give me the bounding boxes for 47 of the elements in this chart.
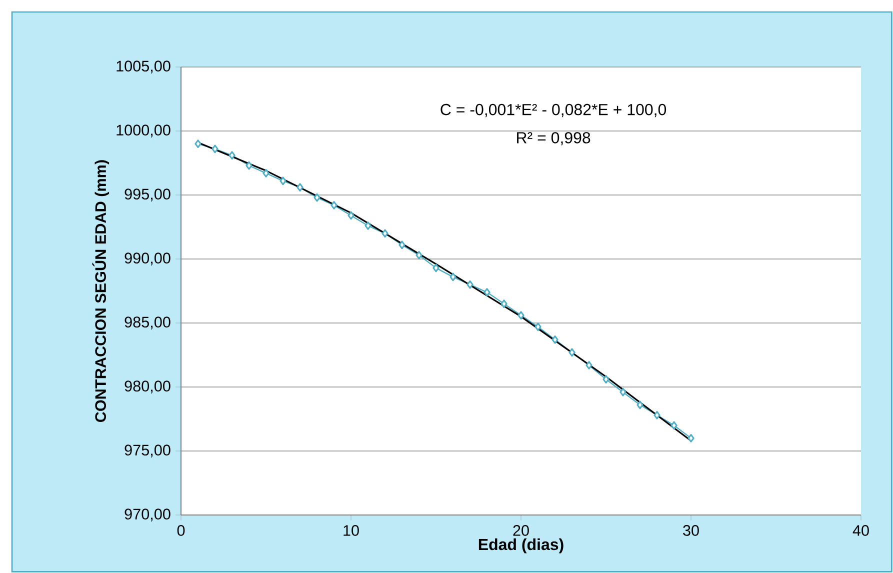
point [654, 410, 660, 420]
x-tick-label: 30 [683, 525, 699, 536]
point [688, 434, 694, 442]
point [296, 183, 304, 192]
y-tick-label: 1000,00 [116, 124, 170, 138]
point [382, 229, 388, 238]
point [262, 169, 270, 178]
point [450, 272, 456, 282]
point [194, 140, 202, 148]
point [348, 211, 354, 220]
x-tick-label: 10 [344, 525, 359, 536]
point [518, 311, 524, 320]
y-tick-label: 980,00 [124, 380, 170, 394]
point [314, 193, 320, 202]
x-tick-label: 20 [513, 525, 529, 536]
point [552, 335, 558, 344]
point [228, 151, 236, 160]
point [534, 322, 542, 332]
point [568, 348, 576, 357]
annotation: R² = 0,998 [517, 132, 590, 146]
point [586, 361, 592, 370]
x-axis-title: Edad (dias) [478, 538, 564, 554]
x-tick-label: 0 [177, 525, 185, 536]
point [636, 400, 644, 410]
point [466, 280, 474, 289]
point [246, 161, 252, 170]
point [432, 264, 440, 272]
y-tick-label: 990,00 [124, 252, 170, 266]
point [364, 222, 372, 230]
y-axis-title: CONTRACCION SEGÚN EDAD (mm) [92, 160, 110, 422]
point [416, 250, 422, 260]
point [330, 201, 338, 210]
point [670, 421, 678, 430]
point [212, 144, 218, 154]
y-tick-label: 975,00 [124, 444, 170, 458]
x-tick-label: 40 [852, 525, 869, 536]
point [484, 288, 490, 296]
y-tick-label: 1005,00 [116, 60, 170, 74]
y-tick-label: 985,00 [124, 316, 170, 330]
point [620, 388, 626, 396]
y-tick-label: 995,00 [124, 188, 170, 202]
point [398, 240, 406, 250]
y-tick-label: 970,00 [124, 508, 170, 522]
point [602, 375, 610, 384]
point [280, 176, 286, 186]
annotation: C = -0,001*E² - 0,082*E + 100,0 [440, 104, 666, 118]
point [500, 300, 508, 308]
